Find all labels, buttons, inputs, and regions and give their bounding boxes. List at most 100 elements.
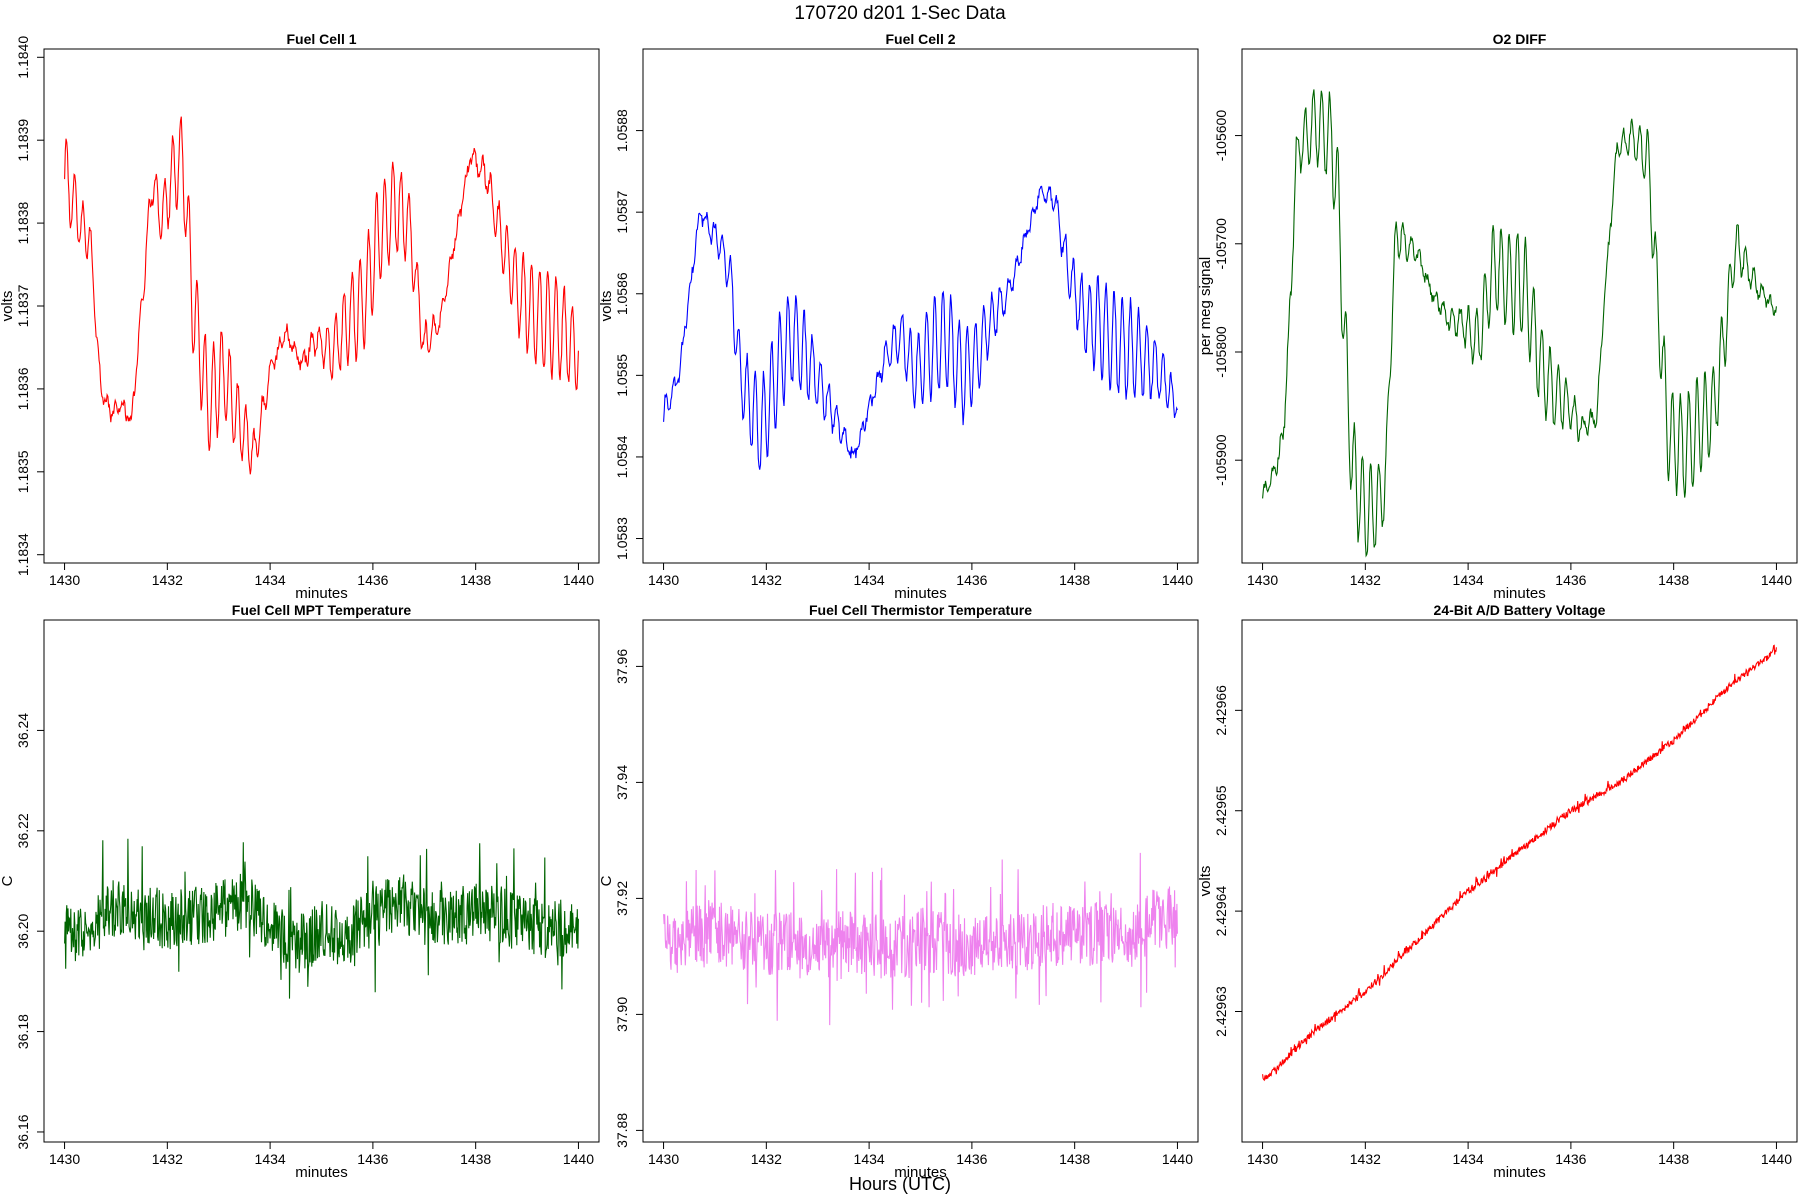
x-tick-label: 1440 [563, 572, 594, 588]
panel-title: Fuel Cell 2 [885, 31, 955, 47]
y-tick-label: 37.96 [614, 649, 630, 684]
x-tick-label: 1436 [956, 1151, 987, 1167]
x-tick-label: 1434 [255, 1151, 286, 1167]
y-tick-label: -105600 [1213, 110, 1229, 162]
y-tick-label: 1.1836 [15, 367, 31, 410]
plot-frame [43, 48, 600, 564]
y-axis-label: C [0, 875, 16, 886]
x-tick-label: 1434 [1453, 1151, 1484, 1167]
plot-frame [1241, 48, 1798, 564]
y-tick-label: 1.0583 [614, 517, 630, 560]
x-tick-label: 1434 [854, 572, 885, 588]
y-tick-label: 37.94 [614, 765, 630, 800]
panel-title: Fuel Cell 1 [286, 31, 356, 47]
y-tick-label: 2.42964 [1213, 886, 1229, 937]
x-tick-label: 1434 [1453, 572, 1484, 588]
y-tick-label: 1.0585 [614, 354, 630, 397]
series-line [64, 838, 579, 999]
y-tick-label: 1.1837 [15, 284, 31, 327]
y-axis-label: per meg signal [1197, 257, 1214, 355]
y-tick-label: 1.1834 [15, 533, 31, 576]
x-tick-label: 1436 [1555, 572, 1586, 588]
plot-frame [642, 48, 1199, 564]
y-tick-label: -105700 [1213, 218, 1229, 270]
x-tick-label: 1432 [152, 572, 183, 588]
x-axis-label: minutes [1493, 1164, 1546, 1181]
x-tick-label: 1430 [648, 1151, 679, 1167]
y-axis-label: C [598, 875, 615, 886]
chart-panels: Fuel Cell 1 1430 1432 1434 1436 1438 1440 minut… [0, 31, 1798, 1181]
panel-title: 24-Bit A/D Battery Voltage [1434, 602, 1606, 618]
x-tick-label: 1432 [1350, 1151, 1381, 1167]
x-tick-label: 1432 [751, 572, 782, 588]
y-tick-label: 1.1835 [15, 450, 31, 493]
series-line [663, 852, 1178, 1026]
chart-panel: Fuel Cell MPT Temperature 1430 1432 1434 143… [0, 602, 600, 1181]
y-tick-label: 36.24 [15, 713, 31, 748]
panel-title: Fuel Cell Thermistor Temperature [809, 602, 1032, 618]
x-tick-label: 1430 [648, 572, 679, 588]
x-tick-label: 1438 [460, 1151, 491, 1167]
x-tick-label: 1438 [1658, 572, 1689, 588]
chart-panel: Fuel Cell 1 1430 1432 1434 1436 1438 1440 minut… [0, 31, 600, 602]
x-tick-label: 1440 [1162, 572, 1193, 588]
chart-panel: 24-Bit A/D Battery Voltage 1430 1432 1434 14… [1197, 602, 1798, 1181]
series-line [1262, 644, 1777, 1082]
x-axis-label: minutes [295, 585, 348, 602]
x-tick-label: 1438 [1059, 572, 1090, 588]
series-line [64, 116, 579, 475]
x-tick-label: 1440 [1761, 1151, 1792, 1167]
x-tick-label: 1434 [255, 572, 286, 588]
x-axis-label: minutes [295, 1164, 348, 1181]
y-axis-label: volts [0, 291, 16, 322]
x-axis-label: minutes [894, 585, 947, 602]
x-tick-label: 1430 [49, 572, 80, 588]
y-tick-label: 1.0586 [614, 272, 630, 315]
chart-panel: Fuel Cell 2 1430 1432 1434 1436 1438 1440 minut… [598, 31, 1199, 602]
x-tick-label: 1436 [357, 572, 388, 588]
y-tick-label: 1.1839 [15, 119, 31, 162]
y-tick-label: 36.20 [15, 913, 31, 948]
page-title: 170720 d201 1-Sec Data [794, 3, 1006, 24]
y-axis-label: volts [1197, 866, 1214, 897]
x-tick-label: 1436 [956, 572, 987, 588]
x-tick-label: 1438 [1658, 1151, 1689, 1167]
x-tick-label: 1430 [49, 1151, 80, 1167]
x-tick-label: 1440 [1162, 1151, 1193, 1167]
x-axis-label: minutes [1493, 585, 1546, 602]
series-line [1262, 89, 1777, 558]
panel-title: Fuel Cell MPT Temperature [232, 602, 412, 618]
panel-title: O2 DIFF [1493, 31, 1547, 47]
y-tick-label: 37.90 [614, 997, 630, 1032]
y-tick-label: -105800 [1213, 326, 1229, 378]
chart-panel: O2 DIFF 1430 1432 1434 1436 1438 1440 minutes -1… [1197, 31, 1798, 602]
chart-panel: Fuel Cell Thermistor Temperature 1430 1432… [598, 602, 1199, 1181]
x-tick-label: 1432 [751, 1151, 782, 1167]
y-tick-label: 37.92 [614, 881, 630, 916]
y-tick-label: 1.0584 [614, 435, 630, 478]
y-tick-label: 1.0587 [614, 191, 630, 234]
y-tick-label: 2.42963 [1213, 986, 1229, 1037]
x-tick-label: 1434 [854, 1151, 885, 1167]
x-tick-label: 1436 [1555, 1151, 1586, 1167]
x-tick-label: 1440 [1761, 572, 1792, 588]
y-tick-label: 1.0588 [614, 109, 630, 152]
x-tick-label: 1438 [1059, 1151, 1090, 1167]
y-tick-label: 36.22 [15, 813, 31, 848]
x-tick-label: 1438 [460, 572, 491, 588]
footer-axis-label: Hours (UTC) [849, 1174, 951, 1194]
plot-frame [1241, 619, 1798, 1143]
y-tick-label: -105900 [1213, 434, 1229, 486]
y-tick-label: 36.18 [15, 1014, 31, 1049]
x-tick-label: 1430 [1247, 572, 1278, 588]
y-tick-label: 2.42966 [1213, 685, 1229, 736]
plot-frame [642, 619, 1199, 1143]
y-tick-label: 1.1840 [15, 36, 31, 79]
x-tick-label: 1436 [357, 1151, 388, 1167]
y-tick-label: 36.16 [15, 1114, 31, 1149]
x-axis-label: minutes [894, 1164, 947, 1181]
x-tick-label: 1432 [152, 1151, 183, 1167]
y-tick-label: 1.1838 [15, 201, 31, 244]
plot-frame [43, 619, 600, 1143]
